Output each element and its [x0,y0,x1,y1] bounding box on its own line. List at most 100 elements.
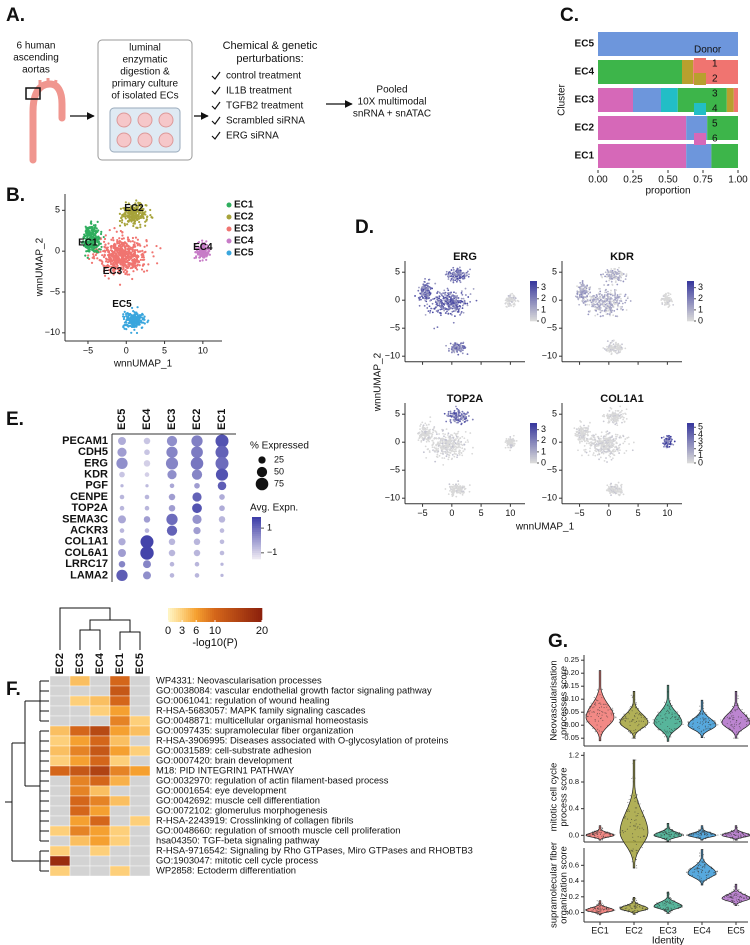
cell-point [513,442,516,445]
cell-point [613,486,616,488]
cell-point [98,248,101,251]
cell-point [599,315,602,318]
cell-point [606,300,609,303]
cell-point [454,342,456,344]
colorbar-step [687,281,694,284]
cell-point [461,349,464,352]
cell-point [109,245,112,248]
cell-point [99,242,102,245]
cell-point [609,452,612,455]
dot [118,560,126,568]
cell-point [613,454,615,456]
cell-point [449,293,452,295]
cell-point [611,457,614,460]
cell-point [442,297,445,299]
cell-point [620,272,623,275]
cell-point [137,204,140,208]
cell-point [150,216,153,219]
cell-point [460,452,463,454]
cell-point [614,409,617,412]
colorbar-step [530,431,537,434]
cell-point [97,241,100,245]
cell-point [445,312,447,314]
y-tick-label: 5 [55,205,60,215]
cell-point [114,260,117,263]
colorbar-step [530,459,537,462]
cell-point [436,302,439,305]
cell-point [134,266,137,270]
cell-point [606,413,609,416]
cell-point [596,453,599,456]
cell-point [420,286,423,289]
cell-point [610,347,613,350]
cell-point [424,295,426,298]
cell-point [599,307,602,309]
cell-point [429,309,432,312]
colorbar-step [252,552,261,556]
cell-point [585,285,588,288]
dot [120,484,124,488]
colorbar-step [530,313,537,316]
cell-point [134,236,138,239]
cell-point [84,234,87,237]
dot [117,447,127,457]
cell-point [418,437,421,440]
cell-point [461,447,464,450]
cell-point [119,261,122,265]
cell-point [594,454,597,457]
cell-point [431,428,434,431]
cell-point [122,253,125,256]
cell-point [425,287,428,290]
cell-point [509,449,512,452]
cell-point [667,294,670,297]
cell-point [426,284,429,287]
cell-point [609,277,611,280]
cell-point [454,296,457,299]
cell-point [431,444,434,446]
cell-point [661,303,664,305]
cell-point [444,436,447,439]
cell-point [426,432,428,434]
cell-point [602,296,604,299]
cell-point [622,493,625,496]
cell-point [444,433,446,436]
cell-point [446,287,449,290]
colorbar-step [530,461,537,464]
cell-point [146,321,149,324]
gene-title: KDR [610,251,634,263]
cell-point [97,244,100,247]
cell-point [426,307,429,309]
cell-point [513,440,516,442]
cell-point [459,301,462,304]
cell-point [611,411,614,414]
cell-point [463,491,465,494]
cell-point [435,447,438,450]
cell-point [439,312,442,314]
category-label: EC1 [575,151,595,162]
y-tick-label: 5 [552,267,557,277]
cell-point [617,270,620,273]
cell-point [606,273,608,276]
cell-point [585,289,587,292]
cell-point [617,295,620,298]
cell-point [592,300,594,303]
cell-point [583,302,586,304]
cell-point [436,298,439,301]
cell-point [419,296,422,299]
y-tick-label: 5 [395,267,400,277]
cell-point [461,290,463,293]
cell-point [596,295,598,298]
x-tick-label: 0 [124,345,129,355]
x-tick-label: 10 [662,508,672,518]
cell-point [662,442,664,445]
cell-point [447,432,450,435]
cell-point [511,439,514,442]
cell-point [579,288,582,290]
cell-point [460,443,463,446]
cell-point [578,431,581,434]
cell-point [435,444,438,447]
cell-point [462,419,464,422]
cell-point [583,449,586,451]
cell-point [619,405,622,408]
cell-point [587,292,590,295]
